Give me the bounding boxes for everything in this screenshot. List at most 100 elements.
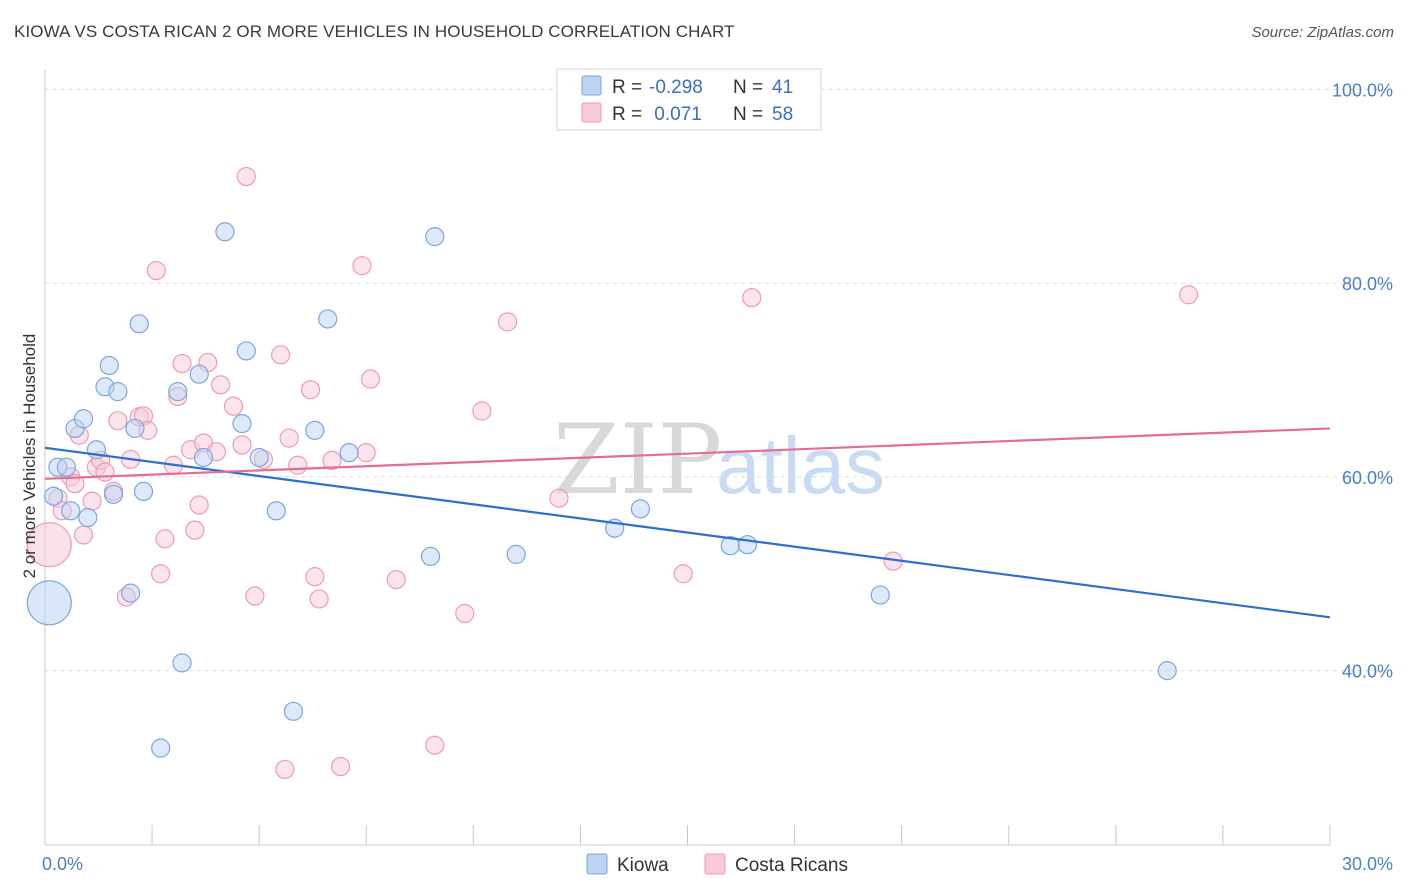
point-costa-ricans	[108, 411, 128, 431]
point-costa-ricans	[549, 488, 569, 508]
point-kiowa	[125, 418, 145, 439]
point-costa-ricans	[498, 312, 518, 332]
y-tick-label: 80.0%	[1342, 274, 1393, 294]
point-costa-ricans	[279, 428, 299, 448]
point-costa-ricans	[155, 529, 175, 549]
legend-n-value-kiowa: 41	[772, 77, 793, 98]
point-costa-ricans	[322, 450, 342, 471]
point-costa-ricans	[288, 455, 308, 475]
legend-n-label-kiowa: N =	[733, 77, 763, 98]
point-kiowa	[168, 382, 188, 402]
data-points	[26, 166, 1199, 780]
point-costa-ricans	[146, 260, 166, 281]
point-kiowa	[193, 447, 214, 468]
point-costa-ricans	[472, 401, 492, 421]
point-costa-ricans	[236, 166, 256, 187]
point-costa-ricans	[356, 443, 376, 463]
point-costa-ricans	[172, 353, 192, 374]
y-tick-label: 100.0%	[1332, 80, 1393, 100]
y-tick-label: 40.0%	[1342, 662, 1393, 682]
trend-line-kiowa	[44, 446, 1331, 619]
point-costa-ricans	[309, 589, 329, 609]
x-tick-labels: 0.0% 30.0%	[42, 854, 1393, 874]
watermark-zip: ZIP	[553, 404, 722, 516]
point-costa-ricans	[425, 735, 445, 755]
point-costa-ricans	[300, 380, 321, 400]
point-kiowa	[121, 583, 141, 603]
legend-n-value-costa-ricans: 58	[772, 104, 793, 125]
watermark-atlas: atlas	[716, 421, 885, 510]
stats-legend: R = -0.298 N = 41 R = 0.071 N = 58	[556, 68, 822, 131]
point-kiowa	[249, 447, 269, 468]
point-costa-ricans	[65, 474, 85, 494]
point-kiowa	[630, 499, 650, 519]
point-kiowa	[99, 355, 119, 376]
point-costa-ricans	[305, 567, 325, 587]
point-costa-ricans	[360, 369, 381, 389]
trend-line-costa-ricans	[44, 427, 1331, 480]
point-costa-ricans	[95, 462, 115, 482]
point-costa-ricans	[245, 586, 265, 606]
point-kiowa	[266, 501, 286, 521]
point-kiowa	[129, 314, 149, 334]
point-kiowa	[108, 382, 128, 402]
series-legend: Kiowa Costa Ricans	[586, 853, 848, 876]
point-kiowa	[189, 364, 209, 384]
point-kiowa	[61, 501, 81, 521]
point-costa-ricans	[232, 435, 252, 455]
point-kiowa	[172, 653, 192, 673]
point-kiowa	[506, 544, 526, 564]
point-costa-ricans	[352, 256, 372, 276]
point-kiowa	[56, 457, 77, 477]
axes	[44, 70, 1331, 846]
point-costa-ricans	[73, 525, 94, 545]
y-tick-label: 60.0%	[1342, 468, 1393, 488]
point-kiowa	[73, 409, 94, 429]
point-kiowa	[133, 481, 154, 502]
y-axis-label: 2 or more Vehicles in Household	[20, 334, 39, 579]
y-tick-labels: 100.0% 80.0% 60.0% 40.0%	[1332, 80, 1393, 681]
point-kiowa	[283, 701, 304, 721]
watermark: ZIP atlas	[553, 404, 885, 516]
legend-swatch-kiowa	[581, 75, 602, 96]
point-costa-ricans	[26, 522, 72, 568]
point-kiowa	[26, 580, 72, 626]
legend-n-label-costa-ricans: N =	[733, 104, 763, 125]
point-costa-ricans	[270, 345, 291, 365]
point-kiowa	[215, 222, 235, 242]
series-swatch-kiowa	[586, 853, 608, 875]
point-kiowa	[103, 484, 124, 504]
point-costa-ricans	[386, 569, 406, 590]
point-kiowa	[1157, 661, 1177, 681]
point-costa-ricans	[275, 759, 295, 780]
point-costa-ricans	[742, 288, 762, 308]
point-kiowa	[318, 309, 338, 329]
point-costa-ricans	[82, 491, 102, 511]
point-kiowa	[232, 413, 252, 434]
series-swatch-costa-ricans	[704, 853, 726, 875]
legend-r-value-costa-ricans: 0.071	[649, 104, 702, 125]
point-costa-ricans	[1179, 285, 1199, 305]
point-kiowa	[43, 486, 64, 506]
point-kiowa	[78, 507, 98, 528]
point-kiowa	[870, 585, 890, 605]
point-kiowa	[737, 535, 758, 555]
legend-r-value-kiowa: -0.298	[649, 77, 703, 98]
legend-r-label-costa-ricans: R =	[612, 104, 642, 125]
point-costa-ricans	[211, 375, 231, 395]
point-costa-ricans	[455, 603, 475, 624]
legend-swatch-costa-ricans	[581, 102, 602, 123]
point-costa-ricans	[330, 756, 351, 777]
point-kiowa	[305, 420, 325, 440]
x-tick-label: 0.0%	[42, 854, 83, 874]
x-tick-label: 30.0%	[1342, 854, 1393, 874]
trend-lines	[44, 427, 1331, 619]
point-kiowa	[339, 443, 359, 463]
point-kiowa	[425, 227, 445, 247]
point-costa-ricans	[673, 564, 693, 584]
point-costa-ricans	[223, 396, 244, 416]
point-costa-ricans	[189, 495, 209, 515]
chart-source: Source: ZipAtlas.com	[1251, 24, 1394, 41]
series-name-kiowa: Kiowa	[617, 855, 669, 876]
